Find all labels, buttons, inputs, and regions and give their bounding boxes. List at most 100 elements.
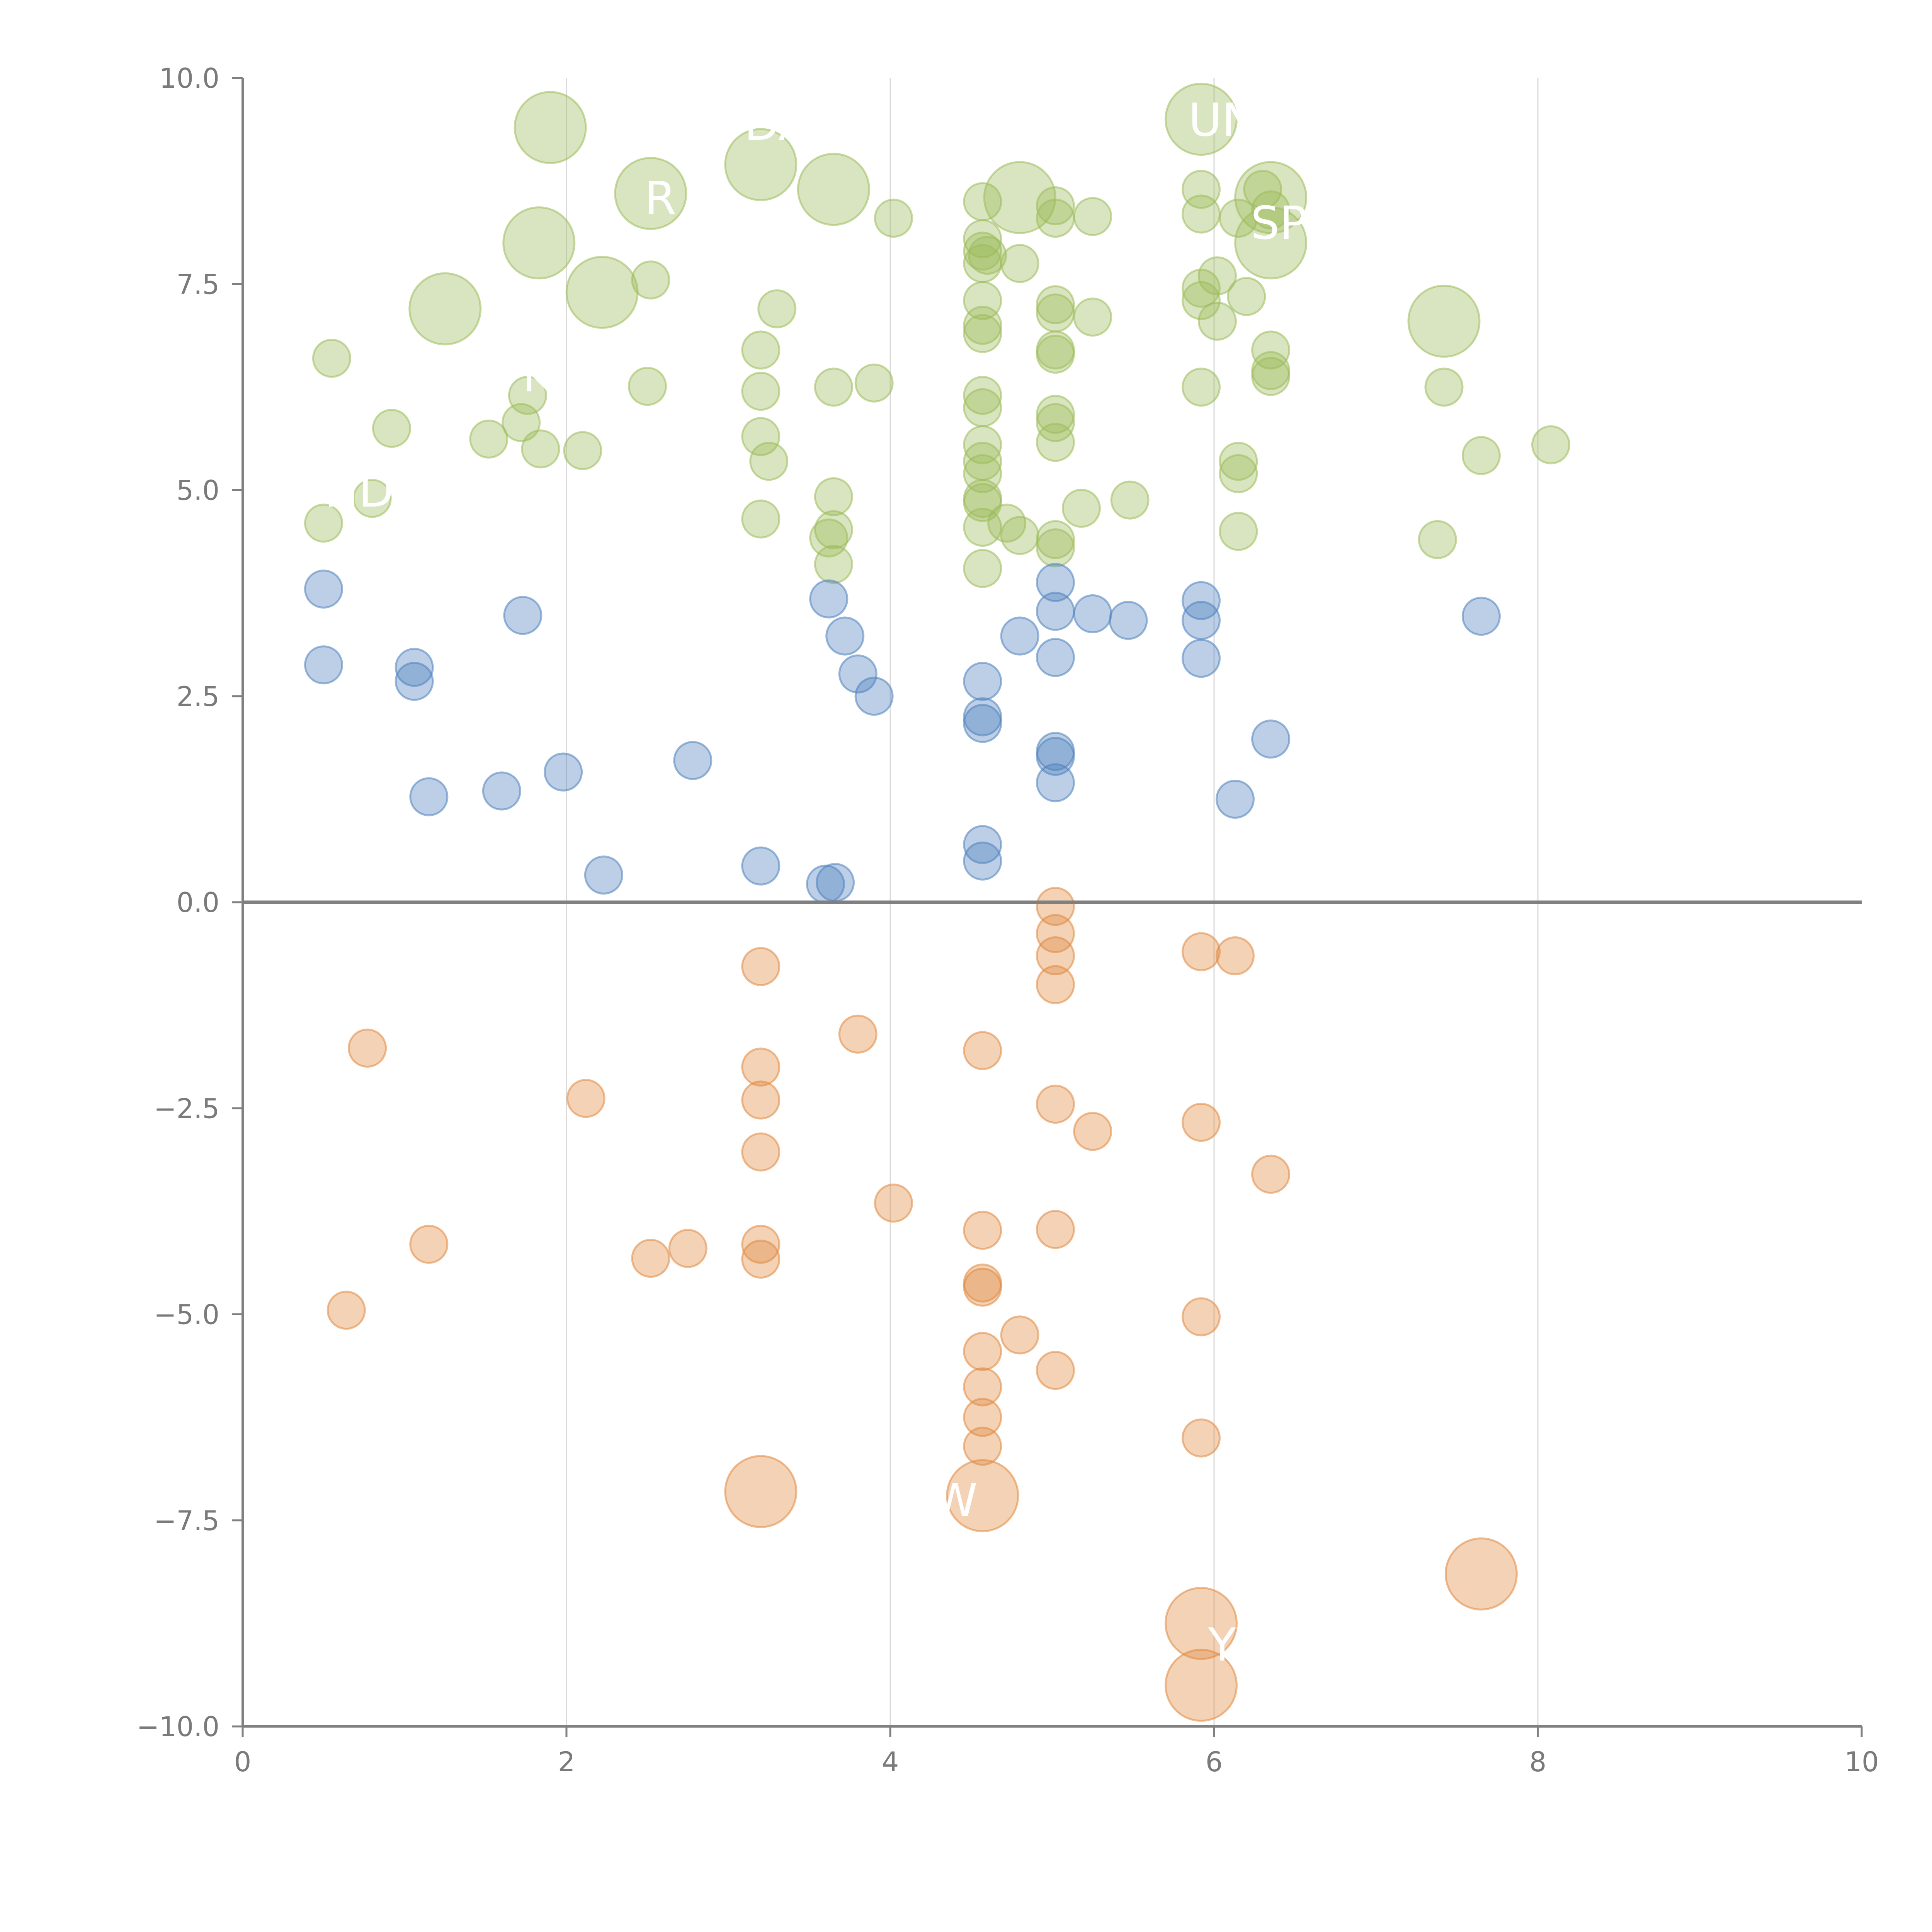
bubble-high-14 bbox=[631, 260, 670, 300]
bubble-high-41 bbox=[963, 425, 1002, 464]
bubble-mid-23 bbox=[1036, 563, 1075, 602]
bubble-mid-10 bbox=[741, 846, 781, 886]
bubble-high-73 bbox=[1197, 256, 1237, 296]
bubble-mid-15 bbox=[838, 654, 878, 694]
bubble-low-40 bbox=[1251, 1155, 1291, 1194]
bubble-high-70 bbox=[1181, 269, 1221, 308]
bubble-high-18 bbox=[741, 417, 781, 456]
bubble-low-13 bbox=[838, 1014, 878, 1054]
bubble-mid-24 bbox=[1036, 592, 1075, 631]
bubble-mid-7 bbox=[544, 752, 583, 792]
bubble-high-57 bbox=[1036, 335, 1075, 374]
bubble-high-0 bbox=[304, 503, 343, 543]
x-tick-label-2: 4 bbox=[882, 1746, 899, 1778]
y-tick-label-8: −10.0 bbox=[136, 1711, 219, 1743]
bubble-low-27 bbox=[1036, 936, 1075, 976]
bubble-high-89 bbox=[1407, 284, 1481, 358]
bubble-low-15 bbox=[963, 1031, 1002, 1070]
bubble-low-4 bbox=[631, 1238, 670, 1278]
bubble-low-34 bbox=[1181, 1103, 1221, 1142]
bubble-high-9 bbox=[502, 206, 576, 280]
x-tick-label-0: 0 bbox=[234, 1746, 252, 1778]
bubble-high-67 bbox=[1164, 83, 1238, 156]
bubble-mid-33 bbox=[1181, 639, 1221, 678]
y-tick-label-4: 0.0 bbox=[177, 887, 219, 918]
bubble-high-79 bbox=[1227, 277, 1266, 316]
bubble-mid-6 bbox=[503, 596, 543, 635]
bubble-high-4 bbox=[408, 272, 482, 345]
bubble-high-5 bbox=[469, 419, 509, 459]
bubble-high-39 bbox=[963, 376, 1002, 415]
bubble-high-91 bbox=[1531, 425, 1571, 464]
bubble-mid-32 bbox=[1181, 601, 1221, 640]
bubble-high-23 bbox=[814, 367, 853, 407]
bubble-high-54 bbox=[1036, 285, 1075, 325]
x-tick-label-3: 6 bbox=[1206, 1746, 1223, 1778]
bubble-mid-28 bbox=[1036, 763, 1075, 803]
bubble-high-8 bbox=[521, 429, 560, 469]
bubble-high-1 bbox=[312, 338, 351, 378]
bubble-low-5 bbox=[668, 1229, 707, 1268]
bubble-high-30 bbox=[874, 199, 913, 238]
bubble-mid-19 bbox=[963, 704, 1002, 743]
bubble-high-69 bbox=[1181, 194, 1221, 234]
bubble-low-21 bbox=[963, 1398, 1002, 1437]
bubble-high-7 bbox=[508, 376, 547, 415]
bubble-high-27 bbox=[814, 544, 853, 584]
bubble-label-9: H bbox=[1448, 1486, 1482, 1539]
bubble-high-38 bbox=[963, 314, 1002, 353]
bubble-high-49 bbox=[1000, 516, 1039, 555]
bubble-mid-0 bbox=[304, 569, 343, 609]
bubble-high-19 bbox=[741, 499, 781, 539]
bubble-mid-35 bbox=[1251, 719, 1291, 759]
bubble-low-7 bbox=[741, 1048, 781, 1087]
bubble-mid-9 bbox=[673, 741, 713, 780]
bubble-low-24 bbox=[1000, 1315, 1039, 1355]
bubble-low-9 bbox=[741, 1132, 781, 1172]
bubble-label-6: O bbox=[1488, 402, 1524, 456]
y-tick-label-2: 5.0 bbox=[177, 475, 219, 507]
bubble-mid-5 bbox=[482, 771, 521, 811]
bubble-high-37 bbox=[963, 306, 1002, 345]
bubble-high-86 bbox=[1234, 206, 1308, 280]
bubble-low-31 bbox=[1036, 1351, 1075, 1390]
y-tick-label-0: 10.0 bbox=[159, 63, 219, 94]
y-tick-label-6: −5.0 bbox=[154, 1299, 219, 1331]
bubble-high-11 bbox=[563, 431, 602, 470]
bubble-high-22 bbox=[724, 128, 798, 201]
bubble-label-10: Y bbox=[1208, 1618, 1236, 1671]
bubble-low-1 bbox=[348, 1029, 387, 1068]
bubble-high-55 bbox=[1036, 293, 1075, 333]
bubble-high-13 bbox=[628, 367, 667, 406]
bubble-high-59 bbox=[1036, 403, 1075, 442]
bubble-label-1: K bbox=[522, 349, 553, 402]
bubble-high-90 bbox=[1461, 436, 1501, 475]
bubble-high-60 bbox=[1036, 423, 1075, 462]
bubble-low-16 bbox=[963, 1211, 1002, 1250]
axis-ticks: 0 2 4 6 8 10 10.0 7.5 5.0 2.5 0.0 −2.5 −5.0 −7.5 −10.0 bbox=[136, 63, 1879, 1778]
bubble-high-61 bbox=[1036, 520, 1075, 559]
bubble-low-14 bbox=[874, 1184, 913, 1223]
bubble-high-17 bbox=[741, 372, 781, 411]
bubble-high-62 bbox=[1036, 528, 1075, 568]
bubble-high-64 bbox=[1073, 197, 1112, 236]
bubble-mid-36 bbox=[1461, 597, 1501, 636]
bubble-low-6 bbox=[741, 947, 781, 986]
bubble-high-12 bbox=[565, 256, 639, 329]
bubble-low-3 bbox=[566, 1079, 605, 1118]
bubble-high-24 bbox=[814, 477, 853, 517]
bubble-high-46 bbox=[963, 507, 1002, 547]
bubble-low-2 bbox=[409, 1225, 449, 1264]
bubble-low-0 bbox=[327, 1291, 366, 1330]
bubble-high-63 bbox=[1061, 488, 1101, 528]
x-tick-label-5: 10 bbox=[1844, 1746, 1879, 1778]
bubble-mid-22 bbox=[1000, 616, 1039, 656]
bubble-high-50 bbox=[1000, 244, 1039, 283]
bubble-mid-13 bbox=[809, 579, 849, 619]
bubble-high-45 bbox=[963, 479, 1002, 518]
bubble-high-87 bbox=[1418, 520, 1457, 559]
y-tick-label-1: 7.5 bbox=[177, 269, 219, 300]
bubble-label-3: DA bbox=[744, 97, 810, 151]
bubble-low-26 bbox=[1036, 914, 1075, 953]
bubble-low-8 bbox=[741, 1080, 781, 1120]
